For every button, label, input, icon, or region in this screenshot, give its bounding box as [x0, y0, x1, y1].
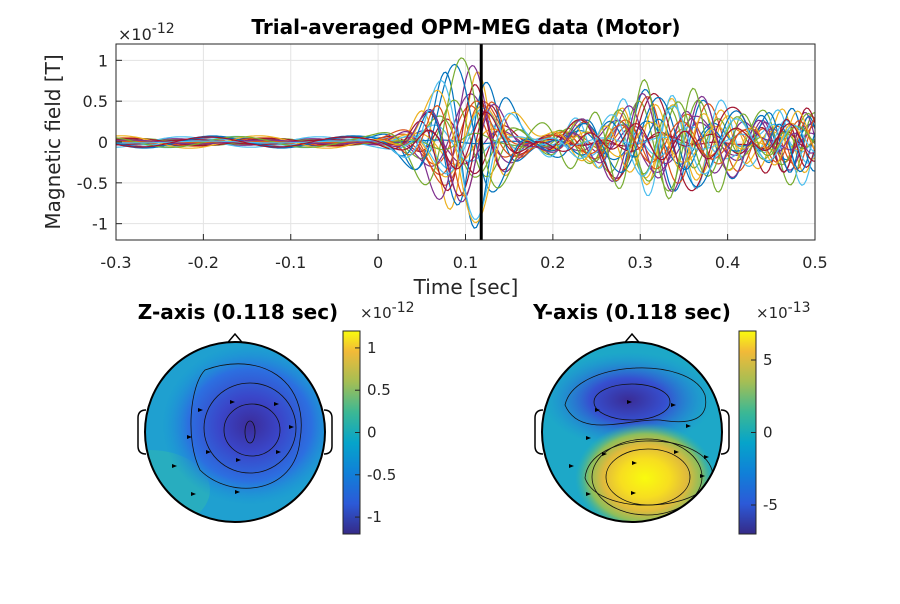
x-tick-label: 0.4: [715, 253, 740, 272]
colorbar-tick-label: 0.5: [367, 381, 391, 399]
x-tick-label: -0.3: [100, 253, 131, 272]
sensor-trace: [116, 107, 815, 178]
sensor-marker: [586, 492, 591, 496]
y-tick-label: 1: [98, 51, 108, 70]
y-tick-label: 0: [98, 133, 108, 152]
x-tick-label: 0.5: [802, 253, 827, 272]
x-tick-label: -0.2: [188, 253, 219, 272]
y-colorbar-ticks: 5 0 -5: [751, 351, 778, 514]
z-colorbar-exponent: ×10-12: [360, 300, 415, 322]
sensor-marker: [172, 464, 177, 468]
colorbar-tick-label: 0: [763, 424, 773, 442]
colorbar-tick-label: -1: [367, 508, 382, 526]
sensor-marker: [631, 491, 636, 495]
sensor-marker: [191, 492, 196, 496]
sensor-marker: [187, 435, 192, 439]
colorbar-tick-label: -5: [763, 496, 778, 514]
z-left-ear-icon: [137, 409, 147, 455]
sensor-marker: [586, 436, 591, 440]
sensor-marker: [230, 400, 235, 404]
colorbar-tick-label: 0: [367, 424, 377, 442]
y-axis-label: Magnetic field [T]: [41, 54, 65, 229]
x-tick-label: -0.1: [275, 253, 306, 272]
y-tick-label: -0.5: [77, 174, 108, 193]
sensor-marker: [627, 400, 632, 404]
y-topo-title: Y-axis (0.118 sec): [532, 300, 731, 324]
colorbar-tick-label: 5: [763, 351, 773, 369]
sensor-marker: [674, 450, 679, 454]
sensor-marker: [236, 458, 241, 462]
sensor-marker: [595, 408, 600, 412]
y-exponent-base: ×10: [118, 25, 152, 44]
timeseries-title: Trial-averaged OPM-MEG data (Motor): [251, 15, 680, 39]
sensor-marker: [289, 425, 294, 429]
y-cb-exp-base: ×10: [756, 304, 788, 322]
sensor-trace: [116, 84, 815, 192]
y-cb-exp-value: -13: [788, 300, 811, 316]
sensor-marker: [632, 461, 637, 465]
sensor-trace: [116, 111, 815, 170]
sensor-trace: [116, 63, 815, 193]
y-exponent-value: -12: [152, 21, 175, 37]
y-sensor-markers: [569, 400, 709, 496]
timeseries-series-group: [116, 57, 815, 229]
sensor-trace: [116, 93, 815, 173]
z-axis-topoplot: Z-axis (0.118 sec) 1 0.5 0 -0.5 -1 ×10-12: [137, 300, 415, 535]
sensor-marker: [671, 403, 676, 407]
timeseries-y-ticks: -1 -0.5 0 0.5 1: [77, 51, 122, 234]
z-topo-title: Z-axis (0.118 sec): [138, 300, 338, 324]
x-tick-label: 0.1: [453, 253, 478, 272]
sensor-marker: [569, 464, 574, 468]
sensor-marker: [198, 408, 203, 412]
timeseries-plot: Trial-averaged OPM-MEG data (Motor) -0.3…: [41, 15, 828, 299]
z-cb-exp-base: ×10: [360, 304, 392, 322]
x-tick-label: 0.3: [628, 253, 653, 272]
y-colorbar-exponent: ×10-13: [756, 300, 811, 322]
y-exponent-label: ×10-12: [118, 21, 175, 44]
x-tick-label: 0: [373, 253, 383, 272]
y-axis-topoplot: Y-axis (0.118 sec) 5 0 -5 ×10-13: [532, 300, 811, 535]
sensor-marker: [276, 450, 281, 454]
x-tick-label: 0.2: [540, 253, 565, 272]
y-field-map: [542, 342, 722, 522]
sensor-trace: [116, 79, 815, 221]
sensor-marker: [274, 402, 279, 406]
z-field-map: [145, 342, 325, 522]
colorbar-tick-label: 1: [367, 339, 377, 357]
colorbar-tick-label: -0.5: [367, 466, 396, 484]
sensor-marker: [704, 455, 709, 459]
z-right-ear-icon: [323, 409, 333, 455]
timeseries-x-ticks: -0.3 -0.2 -0.1 0 0.1 0.2 0.3 0.4 0.5: [100, 234, 828, 272]
sensor-marker: [700, 474, 705, 478]
y-tick-label: 0.5: [83, 92, 108, 111]
y-tick-label: -1: [92, 215, 108, 234]
y-left-ear-icon: [534, 409, 544, 455]
sensor-marker: [206, 450, 211, 454]
z-cb-exp-value: -12: [392, 300, 415, 316]
z-head-outline: [144, 341, 326, 523]
z-colorbar-ticks: 1 0.5 0 -0.5 -1: [355, 339, 396, 526]
sensor-marker: [686, 424, 691, 428]
x-axis-label: Time [sec]: [413, 275, 519, 299]
z-sensor-markers: [172, 400, 294, 496]
sensor-marker: [235, 490, 240, 494]
sensor-trace: [116, 57, 815, 200]
y-head-outline: [541, 341, 723, 523]
sensor-marker: [602, 452, 607, 456]
y-right-ear-icon: [720, 409, 730, 455]
